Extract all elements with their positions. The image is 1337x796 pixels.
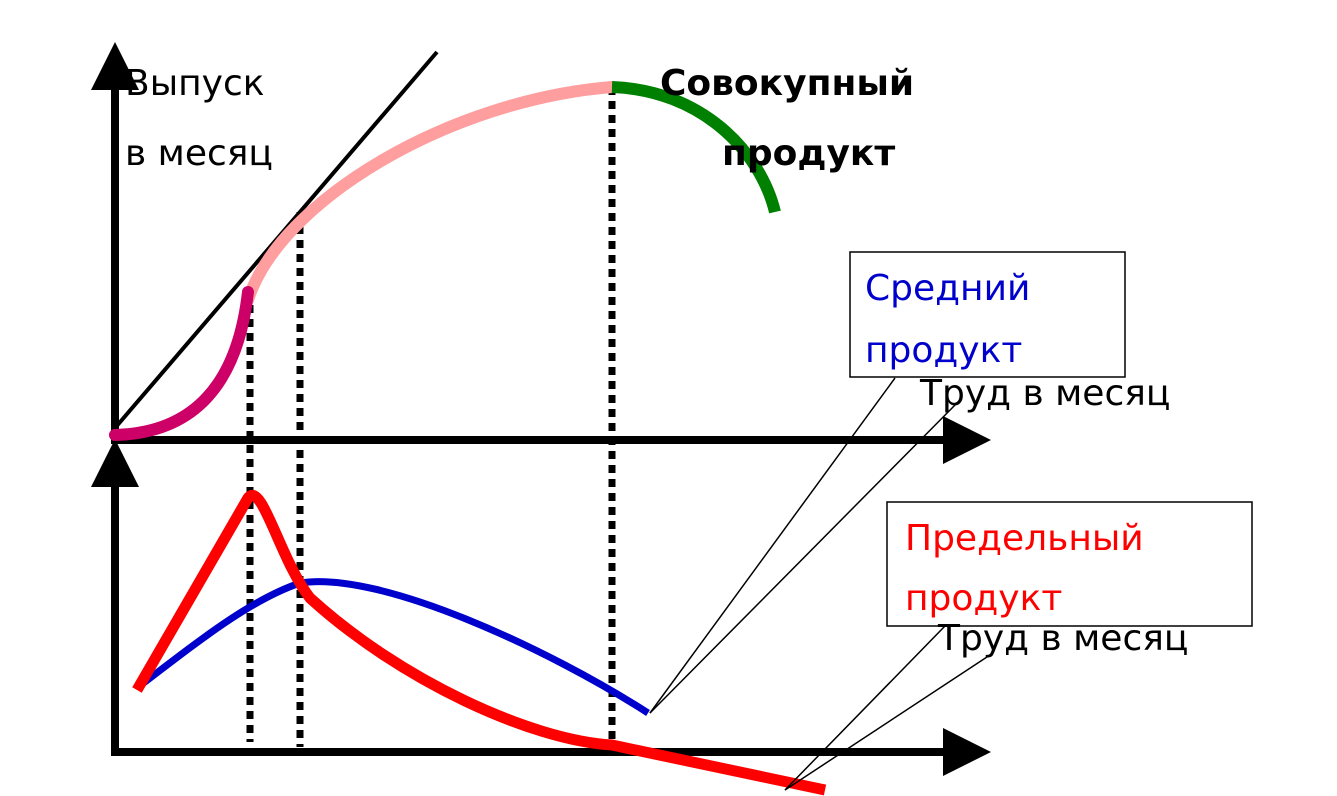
callout-label: продукт xyxy=(865,330,1022,371)
leader-line xyxy=(649,377,896,714)
callout-box xyxy=(849,251,1126,378)
leader-line xyxy=(784,625,946,791)
curve-segment xyxy=(109,286,254,441)
curve-label: продукт xyxy=(722,133,895,174)
curve-label: Совокупный xyxy=(660,63,914,104)
axis-label: Труд в месяц xyxy=(919,373,1170,414)
average-product-curve xyxy=(134,578,650,716)
callout-label: Средний xyxy=(865,268,1030,309)
axis-label: Выпуск xyxy=(125,63,265,104)
leader-line xyxy=(784,654,991,791)
leader-line xyxy=(649,399,961,714)
axis-label: в месяц xyxy=(125,133,273,174)
curve-segment xyxy=(611,81,781,214)
axes xyxy=(91,42,991,776)
axis-label: Труд в месяц xyxy=(937,618,1188,659)
callout-label: Предельный xyxy=(905,518,1144,559)
callout-box xyxy=(886,501,1253,627)
curve-segment xyxy=(242,81,618,306)
leader-lines xyxy=(649,377,991,791)
callout-label: продукт xyxy=(905,578,1062,619)
guides xyxy=(246,87,616,750)
total-product-curve xyxy=(109,81,781,441)
marginal-product-curve xyxy=(132,490,827,796)
